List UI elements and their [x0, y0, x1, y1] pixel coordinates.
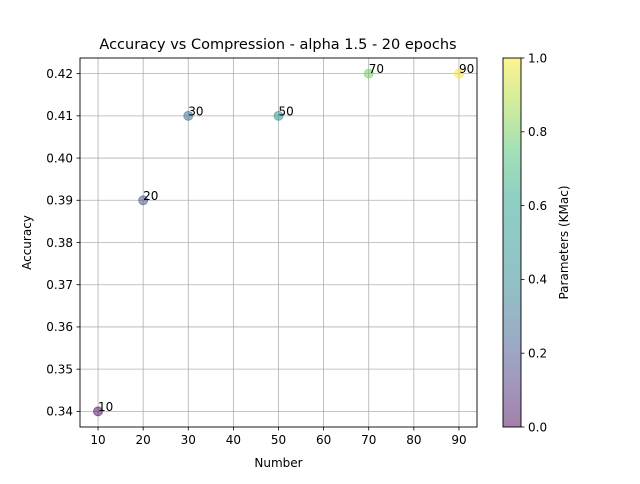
colorbar-tick-label: 0.0	[528, 420, 547, 434]
x-tick-label: 90	[451, 433, 466, 447]
data-point	[138, 195, 149, 206]
x-tick-label: 80	[406, 433, 421, 447]
x-tick-label: 10	[90, 433, 105, 447]
chart-title: Accuracy vs Compression - alpha 1.5 - 20…	[99, 37, 456, 53]
data-point-label: 10	[98, 400, 113, 414]
data-points	[93, 68, 464, 417]
colorbar-ticks: 0.0 0.2 0.4 0.6 0.8 1.0	[521, 51, 547, 434]
colorbar-tick-label: 0.6	[528, 199, 547, 213]
x-axis-ticks: 10 20 30 40 50 60 70 80 90	[90, 427, 467, 447]
data-point-label: 50	[279, 104, 294, 118]
data-point-label: 30	[188, 104, 203, 118]
colorbar-label: Parameters (KMac)	[557, 185, 571, 299]
x-tick-label: 50	[271, 433, 286, 447]
data-point-label: 90	[459, 62, 474, 76]
y-axis-ticks: 0.34 0.35 0.36 0.37 0.38 0.39 0.40 0.41 0.42	[46, 67, 80, 419]
x-tick-label: 40	[226, 433, 241, 447]
y-tick-label: 0.34	[46, 405, 73, 419]
colorbar-tick-label: 0.2	[528, 347, 547, 361]
y-tick-label: 0.41	[46, 109, 73, 123]
data-point-label: 20	[143, 189, 158, 203]
y-tick-label: 0.40	[46, 151, 73, 165]
data-point	[183, 110, 194, 121]
colorbar-frame	[502, 57, 522, 428]
x-tick-label: 60	[316, 433, 331, 447]
x-tick-label: 30	[181, 433, 196, 447]
y-tick-label: 0.36	[46, 320, 73, 334]
data-point	[93, 406, 104, 417]
y-tick-label: 0.42	[46, 67, 73, 81]
y-tick-label: 0.38	[46, 236, 73, 250]
data-point-label: 70	[369, 62, 384, 76]
point-labels: 10 20 30 50 70 90	[98, 62, 474, 414]
data-point	[453, 68, 464, 79]
y-tick-label: 0.39	[46, 194, 73, 208]
y-tick-label: 0.35	[46, 362, 73, 376]
data-point	[363, 68, 374, 79]
colorbar-tick-label: 1.0	[528, 51, 547, 65]
data-point	[273, 110, 284, 121]
x-tick-label: 70	[361, 433, 376, 447]
colorbar-tick-label: 0.4	[528, 273, 547, 287]
x-axis-label: Number	[254, 456, 302, 470]
colorbar-tick-label: 0.8	[528, 125, 547, 139]
colorbar	[503, 58, 521, 427]
y-axis-label: Accuracy	[20, 215, 34, 270]
y-tick-label: 0.37	[46, 278, 73, 292]
x-tick-label: 20	[136, 433, 151, 447]
